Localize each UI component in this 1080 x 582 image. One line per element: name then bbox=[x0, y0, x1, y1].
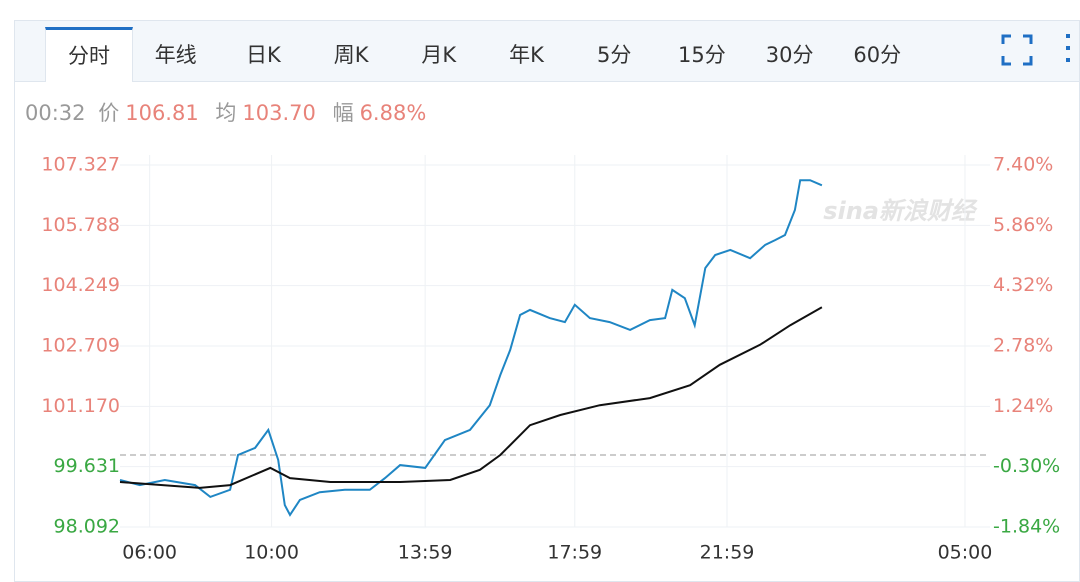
x-tick-label: 06:00 bbox=[122, 542, 177, 564]
x-tick-label: 10:00 bbox=[244, 542, 299, 564]
x-tick-label: 17:59 bbox=[547, 542, 602, 564]
tab[interactable]: 60分 bbox=[853, 43, 902, 67]
info-label: 价 bbox=[98, 101, 120, 125]
y-tick-label: 107.327 bbox=[41, 154, 120, 176]
y-tick-label: 99.631 bbox=[54, 455, 120, 477]
y2-tick-label: -0.30% bbox=[993, 455, 1060, 477]
y-tick-label: 104.249 bbox=[41, 274, 120, 296]
x-tick-label: 13:59 bbox=[398, 542, 453, 564]
y-tick-label: 102.709 bbox=[41, 335, 120, 357]
series-line bbox=[119, 179, 823, 517]
more-icon[interactable] bbox=[1066, 34, 1070, 62]
y2-tick-label: 4.32% bbox=[993, 274, 1053, 296]
x-tick-label: 05:00 bbox=[938, 542, 993, 564]
tab[interactable]: 年线 bbox=[154, 43, 197, 67]
tab[interactable]: 30分 bbox=[765, 43, 814, 67]
info-value: 6.88% bbox=[359, 101, 427, 125]
tab[interactable]: 日K bbox=[246, 43, 281, 67]
tab[interactable]: 月K bbox=[421, 43, 457, 67]
watermark: sina新浪财经 bbox=[823, 197, 978, 225]
tab[interactable]: 年K bbox=[509, 43, 544, 67]
info-label: 幅 bbox=[332, 101, 354, 125]
fullscreen-icon[interactable] bbox=[1001, 34, 1033, 66]
x-tick-label: 21:59 bbox=[700, 542, 755, 564]
info-time: 00:32 bbox=[25, 101, 86, 125]
quote-info: 00:32 价 106.81 均 103.70 幅 6.88% bbox=[25, 97, 436, 127]
y-tick-label: 98.092 bbox=[54, 516, 120, 538]
y-tick-label: 101.170 bbox=[41, 395, 120, 417]
y2-tick-label: 2.78% bbox=[993, 335, 1053, 357]
tab[interactable]: 5分 bbox=[597, 43, 632, 67]
y2-tick-label: 1.24% bbox=[993, 395, 1053, 417]
chart: sina新浪财经 107.327 105.788 104.249 102.709 101.… bbox=[41, 34, 1070, 564]
y-tick-label: 105.788 bbox=[41, 214, 120, 236]
tab-bar: 分时 年线 日K 周K 月K 年K 5分 15分 30分 60分 bbox=[15, 21, 1079, 82]
y2-tick-label: 5.86% bbox=[993, 214, 1053, 236]
tab[interactable]: 周K bbox=[333, 43, 369, 67]
info-value: 106.81 bbox=[125, 101, 199, 125]
y2-tick-label: 7.40% bbox=[993, 154, 1053, 176]
tab[interactable]: 15分 bbox=[678, 43, 726, 67]
info-value: 103.70 bbox=[242, 101, 316, 125]
info-label: 均 bbox=[215, 101, 237, 125]
y2-tick-label: -1.84% bbox=[993, 516, 1060, 538]
series-line bbox=[119, 306, 823, 489]
tab[interactable]: 分时 bbox=[45, 27, 133, 82]
